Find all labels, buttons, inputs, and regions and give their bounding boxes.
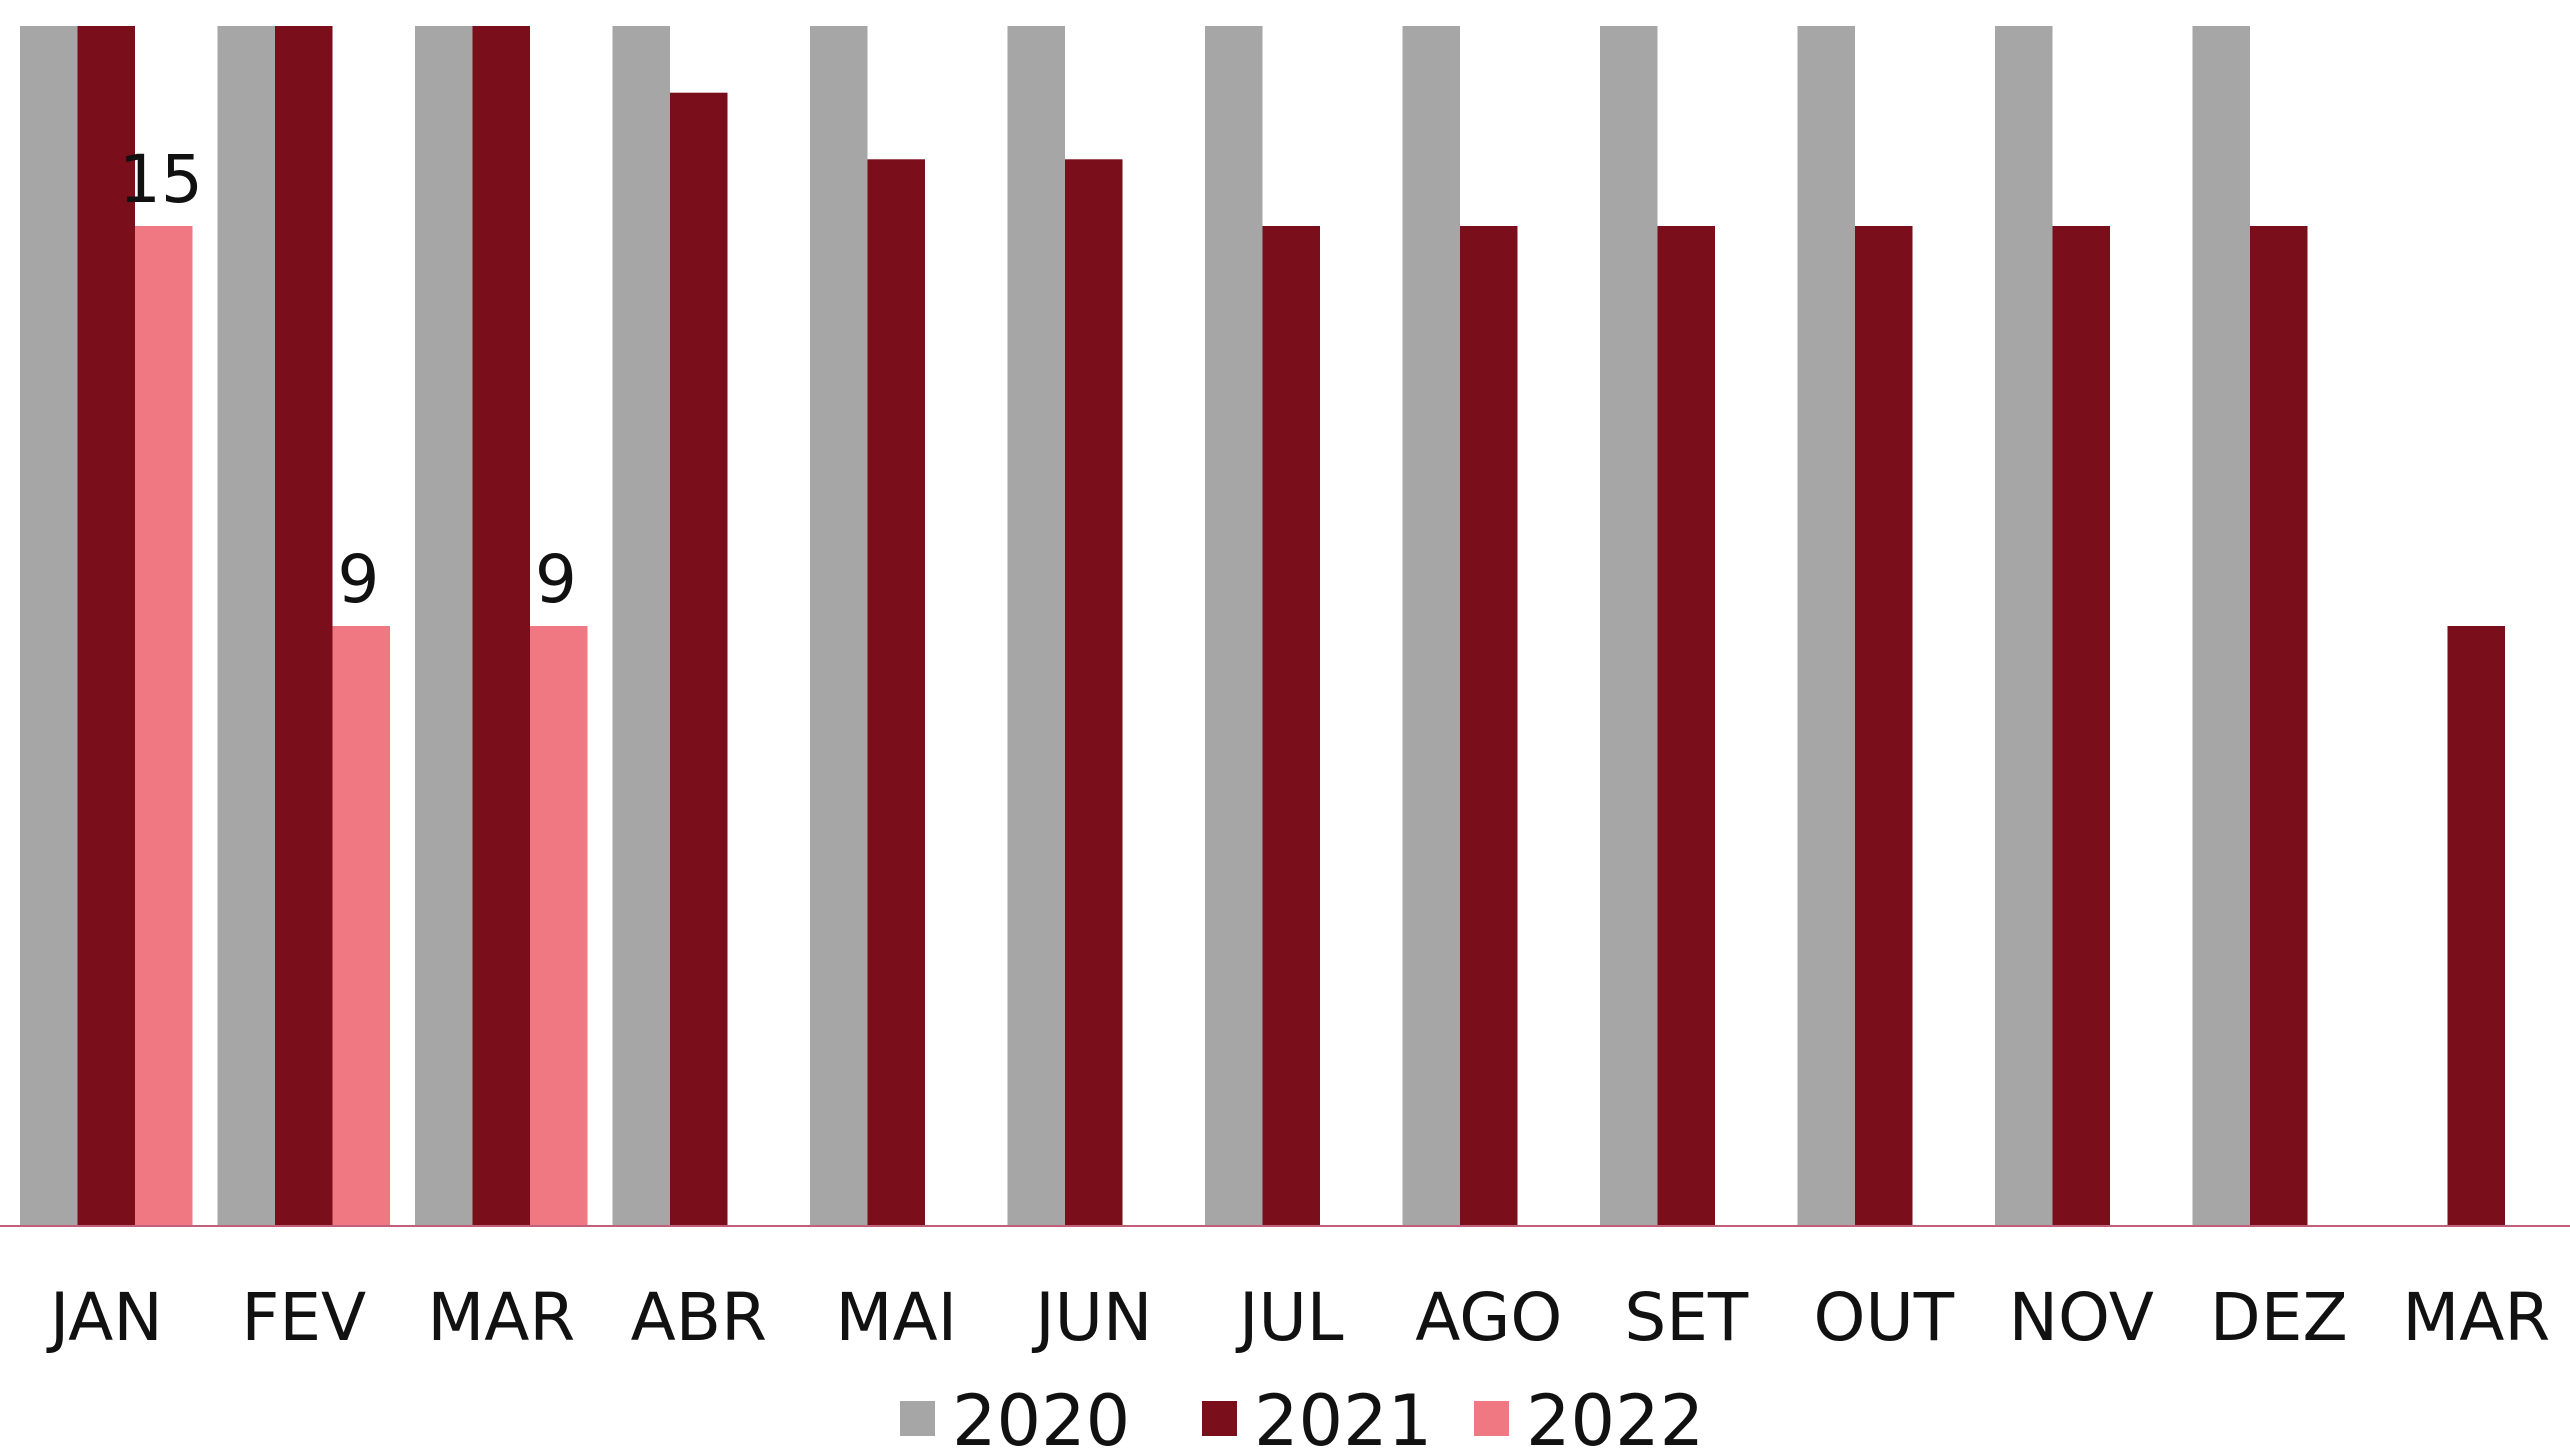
x-tick-label-3: ABR [631, 1279, 767, 1356]
bar-2020-jun-5 [1007, 26, 1065, 1226]
bar-2020-abr-3 [612, 26, 670, 1226]
bar-2021-mar-2 [472, 26, 530, 1226]
x-tick-label-10: NOV [2009, 1279, 2154, 1356]
x-tick-labels: JAN FEV MAR ABR MAI JUN JUL AGO SET OUT NOV DEZ MAR [46, 1279, 2550, 1356]
legend-label-2020: 2020 [952, 1380, 1130, 1453]
x-tick-label-7: AGO [1415, 1279, 1562, 1356]
bar-2020-set-8 [1600, 26, 1658, 1226]
x-tick-label-12: MAR [2402, 1279, 2550, 1356]
x-tick-label-4: MAI [836, 1279, 958, 1356]
legend-swatch-2020 [900, 1401, 935, 1436]
bar-2020-out-9 [1797, 26, 1855, 1226]
bar-2020-fev-1 [217, 26, 275, 1226]
bar-2020-nov-10 [1995, 26, 2053, 1226]
x-tick-label-11: DEZ [2210, 1279, 2348, 1356]
x-tick-label-2: MAR [427, 1279, 575, 1356]
bar-2021-jan-0 [77, 26, 135, 1226]
data-label-2022-2: 9 [535, 541, 577, 618]
bar-2020-dez-11 [2192, 26, 2250, 1226]
legend-swatch-2022 [1474, 1401, 1509, 1436]
bar-2020-ago-7 [1402, 26, 1460, 1226]
bar-2021-mai-4 [867, 159, 925, 1226]
bar-2020-mar-2 [415, 26, 473, 1226]
bar-2021-ago-7 [1460, 226, 1518, 1226]
bar-2020-mai-4 [810, 26, 868, 1226]
legend-label-2021: 2021 [1254, 1380, 1432, 1453]
data-label-2022-0: 15 [119, 141, 203, 218]
legend-label-2022: 2022 [1526, 1380, 1704, 1453]
bar-2021-jul-6 [1262, 226, 1320, 1226]
bar-2020-jan-0 [20, 26, 78, 1226]
bar-2021-set-8 [1657, 226, 1715, 1226]
x-tick-label-0: JAN [46, 1279, 163, 1356]
bar-2022-mar-2 [530, 626, 588, 1226]
legend-swatch-2021 [1202, 1401, 1237, 1436]
bars-layer [20, 26, 2505, 1227]
bar-2022-fev-1 [332, 626, 390, 1226]
data-label-2022-1: 9 [337, 541, 379, 618]
bar-2021-nov-10 [2052, 226, 2110, 1226]
x-tick-label-8: SET [1624, 1279, 1749, 1356]
bar-2021-mar-12 [2447, 626, 2505, 1226]
x-tick-label-9: OUT [1814, 1279, 1955, 1356]
bar-2021-dez-11 [2250, 226, 2308, 1226]
x-tick-label-1: FEV [241, 1279, 366, 1356]
bar-2022-jan-0 [135, 226, 193, 1226]
data-labels-layer: 159 9 [119, 141, 577, 618]
bar-2021-out-9 [1855, 226, 1913, 1226]
x-tick-label-5: JUN [1031, 1279, 1152, 1356]
bar-2021-abr-3 [670, 92, 728, 1227]
bar-2021-jun-5 [1065, 159, 1123, 1226]
bar-2020-jul-6 [1205, 26, 1263, 1226]
legend: 2020 2021 2022 [900, 1380, 1704, 1453]
bar-2021-fev-1 [275, 26, 333, 1226]
x-tick-label-6: JUL [1235, 1279, 1344, 1356]
